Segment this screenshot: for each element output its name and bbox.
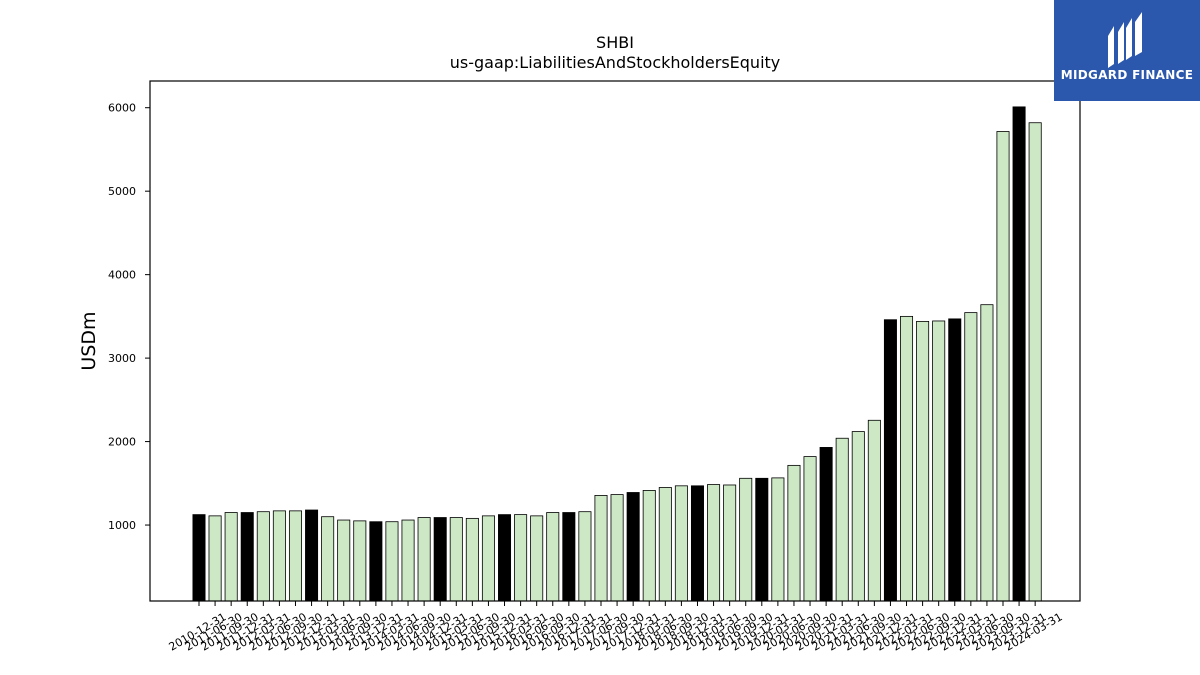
bar-2016-09-30	[562, 512, 576, 602]
bar-2016-06-30	[546, 512, 560, 602]
chart-title: SHBI	[596, 33, 634, 52]
bar-2018-09-30	[690, 485, 704, 602]
bar-2015-09-30	[498, 514, 512, 602]
bar-2023-12-31	[1028, 122, 1042, 602]
bar-2015-03-31	[465, 517, 479, 602]
bar-2015-06-30	[481, 515, 495, 602]
bar-2022-12-31	[964, 312, 978, 602]
bar-2019-03-31	[723, 484, 737, 602]
bar-2014-06-30	[417, 517, 431, 602]
bar-2021-03-31	[851, 431, 865, 602]
bar-2019-09-30	[755, 477, 769, 602]
bar-2012-09-30	[305, 509, 319, 602]
bar-2017-12-31	[642, 490, 656, 602]
bar-2016-12-31	[578, 511, 592, 602]
bar-2021-12-31	[900, 315, 914, 602]
bar-2023-09-30	[1012, 106, 1026, 602]
bar-2017-06-30	[610, 494, 624, 602]
bar-2018-03-31	[658, 487, 672, 602]
bar-2021-09-30	[883, 319, 897, 602]
bar-2013-12-31	[385, 521, 399, 602]
bar-2012-03-31	[272, 510, 286, 602]
bar-2018-12-31	[707, 484, 721, 602]
bar-2023-06-30	[996, 131, 1010, 602]
bar-2013-09-30	[369, 521, 383, 602]
y-tick-label: 5000	[108, 185, 136, 198]
bars-group	[192, 106, 1042, 602]
bar-2022-03-31	[916, 320, 930, 602]
y-tick-label: 2000	[108, 436, 136, 449]
bar-2011-03-31	[208, 515, 222, 602]
midgard-logo-mark-icon	[1108, 12, 1142, 68]
y-tick-label: 1000	[108, 519, 136, 532]
bar-2019-12-31	[771, 477, 785, 602]
bar-2023-03-31	[980, 304, 994, 602]
bar-2020-09-30	[819, 447, 833, 602]
bar-2017-03-31	[594, 495, 608, 602]
bar-2018-06-30	[674, 485, 688, 602]
y-tick-label: 4000	[108, 269, 136, 282]
x-axis-ticks: 2010-12-312011-06-302011-09-302011-12-31…	[167, 601, 1065, 654]
y-axis-ticks: 1000 2000 3000 4000 5000 6000	[108, 102, 150, 532]
brand-name: MIDGARD FINANCE	[1060, 68, 1194, 82]
y-axis-label: USDm	[78, 311, 100, 370]
bar-2022-09-30	[948, 318, 962, 602]
midgard-finance-logo: MIDGARD FINANCE	[1054, 0, 1200, 101]
bar-2019-06-30	[739, 477, 753, 602]
bar-2013-03-31	[337, 519, 351, 602]
bar-2012-12-31	[321, 516, 335, 602]
plot-frame	[149, 80, 1081, 602]
bar-2020-06-30	[803, 456, 817, 602]
bar-2013-06-30	[353, 520, 367, 602]
bar-2011-09-30	[240, 512, 254, 602]
bar-2014-12-31	[449, 517, 463, 602]
y-tick-label: 3000	[108, 352, 136, 365]
bar-2020-12-31	[835, 437, 849, 602]
bar-2017-09-30	[626, 492, 640, 602]
y-tick-label: 6000	[108, 102, 136, 115]
chart-subtitle: us-gaap:LiabilitiesAndStockholdersEquity	[449, 53, 781, 72]
bar-2022-06-30	[932, 320, 946, 602]
bar-2011-06-30	[224, 512, 238, 602]
bar-2015-12-31	[514, 514, 528, 602]
bar-2010-12-31	[192, 514, 206, 602]
bar-2011-12-31	[256, 511, 270, 602]
bar-2020-03-31	[787, 464, 801, 602]
bar-2016-03-31	[530, 515, 544, 602]
bar-2014-09-30	[433, 517, 447, 602]
bar-2021-06-30	[867, 419, 881, 602]
bar-2012-06-30	[288, 510, 302, 602]
bar-2014-03-31	[401, 519, 415, 602]
